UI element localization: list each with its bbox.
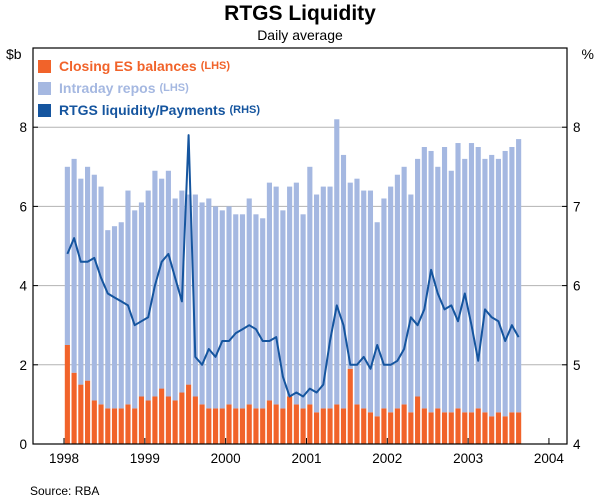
legend-suffix: (RHS) [229, 104, 261, 116]
svg-text:0: 0 [19, 437, 27, 452]
svg-text:4: 4 [19, 279, 27, 294]
legend-suffix: (LHS) [159, 82, 189, 94]
legend-label: RTGS liquidity/Payments [59, 102, 226, 118]
svg-text:8: 8 [19, 120, 27, 135]
chart-title: RTGS Liquidity [224, 2, 376, 25]
legend-suffix: (LHS) [200, 60, 231, 72]
right-axis-unit-label: % [581, 46, 594, 62]
svg-text:2004: 2004 [534, 451, 565, 466]
left-axis-unit-label: $b [6, 46, 22, 62]
svg-text:2000: 2000 [211, 451, 241, 466]
chart-subtitle: Daily average [257, 27, 343, 43]
intraday-repos-swatch-icon [38, 81, 51, 95]
legend-label: Closing ES balances [59, 58, 197, 74]
svg-text:1998: 1998 [49, 451, 79, 466]
svg-text:4: 4 [573, 437, 581, 452]
svg-text:2: 2 [19, 358, 27, 373]
legend: Closing ES balances (LHS) Intraday repos… [38, 55, 260, 121]
closing-es-swatch-icon [38, 59, 51, 73]
rtgs-liquidity-swatch-icon [38, 103, 51, 117]
svg-text:8: 8 [573, 120, 581, 135]
svg-text:6: 6 [573, 279, 581, 294]
legend-item-closing-es: Closing ES balances (LHS) [38, 55, 260, 77]
svg-text:2003: 2003 [453, 451, 483, 466]
svg-text:2001: 2001 [291, 451, 321, 466]
legend-item-rtgs-liquidity: RTGS liquidity/Payments (RHS) [38, 99, 260, 121]
legend-item-intraday-repos: Intraday repos (LHS) [38, 77, 260, 99]
svg-text:7: 7 [573, 199, 581, 214]
legend-label: Intraday repos [59, 80, 156, 96]
svg-text:1999: 1999 [130, 451, 160, 466]
source-note: Source: RBA [30, 484, 100, 498]
svg-text:5: 5 [573, 358, 581, 373]
svg-text:2002: 2002 [372, 451, 402, 466]
svg-text:6: 6 [19, 199, 27, 214]
